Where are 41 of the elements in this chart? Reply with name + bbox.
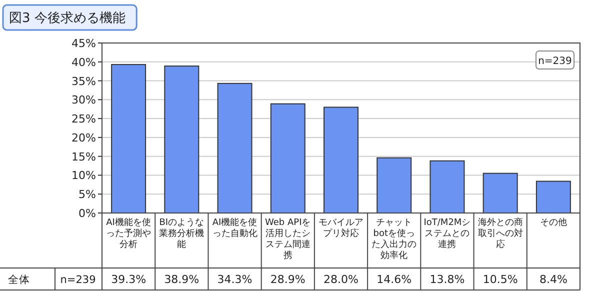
y-tick-label: 0% bbox=[78, 207, 96, 220]
y-tick-label: 30% bbox=[72, 94, 96, 107]
text: 全体 bbox=[8, 274, 30, 286]
x-tick-label: AI機能を使った自動化 bbox=[212, 217, 258, 239]
x-tick-label: モバイルアプリ対応 bbox=[318, 218, 364, 239]
y-tick-label: 40% bbox=[72, 56, 96, 69]
data-label: 14.6% bbox=[376, 273, 412, 286]
data-label: 38.9% bbox=[164, 273, 200, 286]
data-label: 39.3% bbox=[111, 273, 146, 286]
y-tick-label: 15% bbox=[72, 150, 96, 164]
bar bbox=[164, 66, 200, 214]
data-label: 34.3% bbox=[217, 273, 252, 286]
bar bbox=[324, 106, 358, 214]
annotation: n=239 bbox=[538, 56, 572, 67]
chart-title: 図3 今後求める機能 bbox=[9, 11, 126, 26]
x-tick-label: IoT/M2Mシステムとの連携 bbox=[424, 218, 471, 250]
bar bbox=[376, 157, 412, 214]
x-tick-label: チャットbotを使った入出力の効率化 bbox=[372, 218, 417, 261]
bar bbox=[482, 172, 518, 214]
x-tick-label: BIのような業務分析機能 bbox=[159, 218, 204, 250]
y-tick-label: 5% bbox=[78, 188, 96, 202]
bar bbox=[430, 160, 465, 214]
data-label: 28.9% bbox=[270, 273, 306, 286]
data-label: 10.5% bbox=[482, 273, 518, 286]
data-label: 8.4% bbox=[539, 273, 568, 286]
x-tick-label: その他 bbox=[540, 217, 567, 228]
bar bbox=[270, 103, 306, 214]
y-tick-label: 45% bbox=[72, 37, 96, 50]
bar bbox=[536, 180, 571, 214]
y-tick-label: 20% bbox=[72, 131, 96, 144]
x-tick-label: 海外との商取引への対応 bbox=[478, 217, 523, 250]
data-label: 13.8% bbox=[430, 273, 465, 286]
y-tick-label: 35% bbox=[72, 74, 96, 88]
y-tick-label: 25% bbox=[72, 112, 96, 126]
y-tick-label: 10% bbox=[72, 169, 96, 182]
x-tick-label: AI機能を使った予測や分析 bbox=[106, 217, 152, 250]
bar bbox=[217, 82, 252, 214]
data-label: 28.0% bbox=[324, 273, 358, 286]
text: n=239 bbox=[60, 274, 96, 286]
x-tick-label: Web APIを活用したシステム間連携 bbox=[265, 218, 311, 261]
bar bbox=[111, 64, 146, 214]
